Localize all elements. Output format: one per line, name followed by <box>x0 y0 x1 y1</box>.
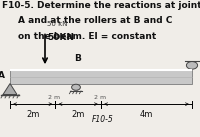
Text: 4m: 4m <box>140 110 153 119</box>
Circle shape <box>72 84 80 90</box>
FancyBboxPatch shape <box>10 70 192 84</box>
Polygon shape <box>3 84 17 95</box>
Text: on the beam. El = constant: on the beam. El = constant <box>18 32 156 41</box>
Text: 50KN: 50KN <box>47 33 74 42</box>
Text: F10-5: F10-5 <box>92 115 114 124</box>
Text: A: A <box>0 71 5 80</box>
Text: 2 m: 2 m <box>48 95 61 100</box>
Text: C: C <box>199 71 200 80</box>
Text: A and at the rollers at B and C: A and at the rollers at B and C <box>18 16 172 25</box>
Text: 2m: 2m <box>26 110 39 119</box>
Text: F10-5. Determine the reactions at joint: F10-5. Determine the reactions at joint <box>2 1 200 10</box>
Circle shape <box>186 62 198 69</box>
Text: 50 kN: 50 kN <box>47 21 68 27</box>
Text: B: B <box>75 54 81 63</box>
Text: 2m: 2m <box>72 110 85 119</box>
Text: 2 m: 2 m <box>94 95 106 100</box>
